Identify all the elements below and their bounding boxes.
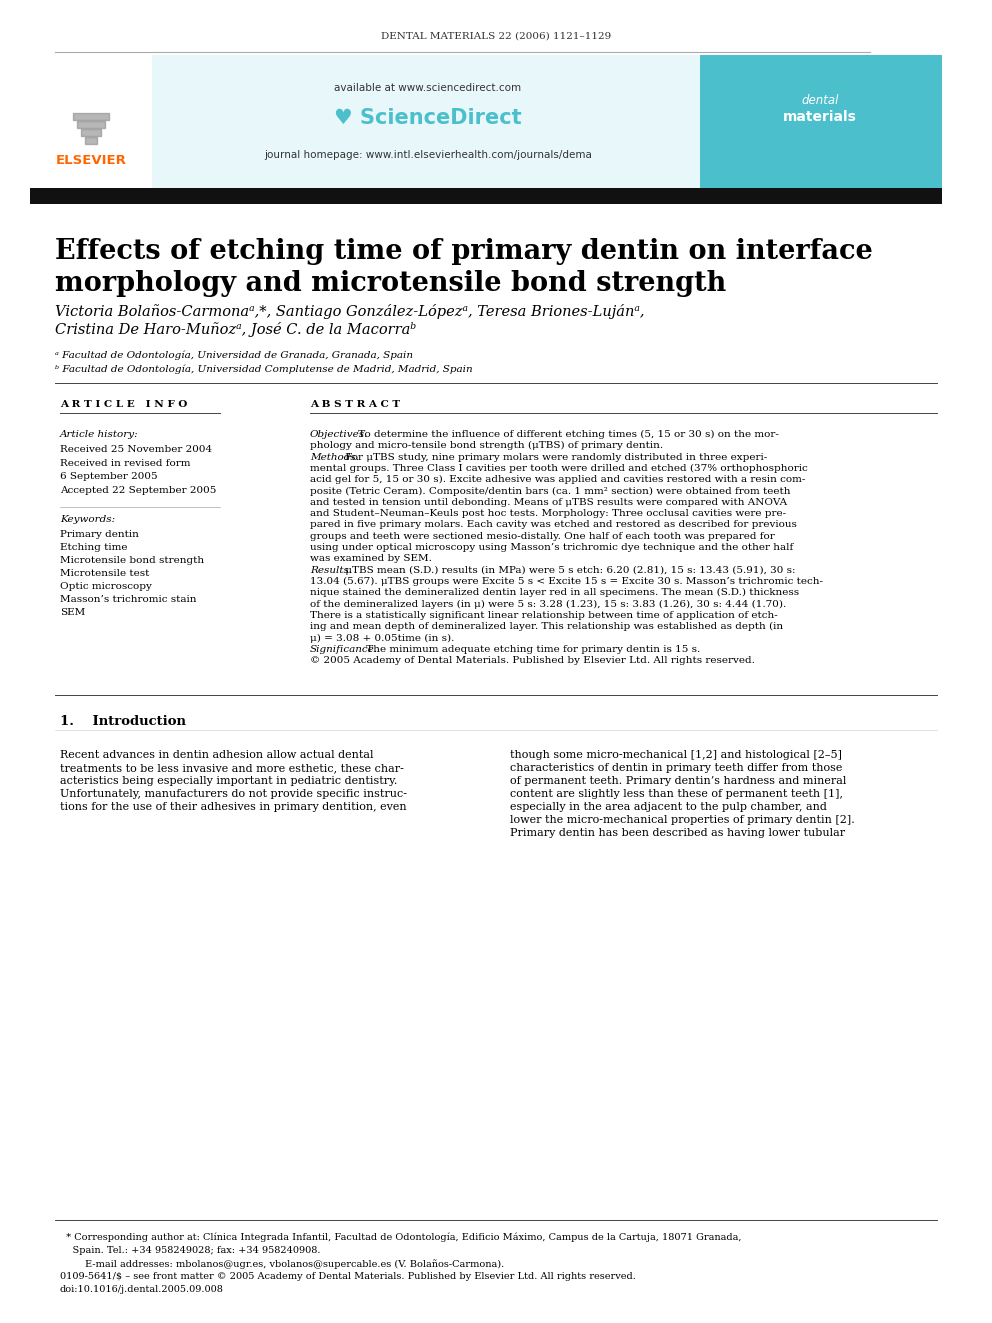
Text: DENTAL MATERIALS 22 (2006) 1121–1129: DENTAL MATERIALS 22 (2006) 1121–1129 [381, 32, 611, 41]
Text: tions for the use of their adhesives in primary dentition, even: tions for the use of their adhesives in … [60, 802, 407, 812]
Text: Spain. Tel.: +34 958249028; fax: +34 958240908.: Spain. Tel.: +34 958249028; fax: +34 958… [60, 1246, 320, 1256]
Text: Methods.: Methods. [310, 452, 359, 462]
Text: content are slightly less than these of permanent teeth [1],: content are slightly less than these of … [510, 789, 843, 799]
Text: Cristina De Haro-Muñozᵃ, José C. de la Macorraᵇ: Cristina De Haro-Muñozᵃ, José C. de la M… [55, 321, 417, 337]
Text: Article history:: Article history: [60, 430, 139, 439]
Text: Received in revised form: Received in revised form [60, 459, 190, 468]
Text: nique stained the demineralized dentin layer red in all specimens. The mean (S.D: nique stained the demineralized dentin l… [310, 589, 800, 597]
Text: journal homepage: www.intl.elsevierhealth.com/journals/dema: journal homepage: www.intl.elsevierhealt… [264, 149, 592, 160]
Text: mental groups. Three Class I cavities per tooth were drilled and etched (37% ort: mental groups. Three Class I cavities pe… [310, 464, 807, 474]
Text: 0109-5641/$ – see front matter © 2005 Academy of Dental Materials. Published by : 0109-5641/$ – see front matter © 2005 Ac… [60, 1271, 636, 1281]
Text: To determine the influence of different etching times (5, 15 or 30 s) on the mor: To determine the influence of different … [354, 430, 779, 439]
Text: using under optical microscopy using Masson’s trichromic dye technique and the o: using under optical microscopy using Mas… [310, 542, 794, 552]
Text: lower the micro-mechanical properties of primary dentin [2].: lower the micro-mechanical properties of… [510, 815, 855, 826]
Text: Effects of etching time of primary dentin on interface
morphology and microtensi: Effects of etching time of primary denti… [55, 238, 873, 298]
Text: Primary dentin has been described as having lower tubular: Primary dentin has been described as hav… [510, 828, 845, 837]
Text: There is a statistically significant linear relationship between time of applica: There is a statistically significant lin… [310, 611, 778, 619]
Text: ing and mean depth of demineralized layer. This relationship was established as : ing and mean depth of demineralized laye… [310, 622, 783, 631]
Text: * Corresponding author at: Clínica Integrada Infantil, Facultad de Odontología, : * Corresponding author at: Clínica Integ… [60, 1233, 741, 1242]
Text: Primary dentin: Primary dentin [60, 531, 139, 538]
Text: was examined by SEM.: was examined by SEM. [310, 554, 432, 564]
Text: treatments to be less invasive and more esthetic, these char-: treatments to be less invasive and more … [60, 763, 404, 773]
Text: of the demineralized layers (in μ) were 5 s: 3.28 (1.23), 15 s: 3.83 (1.26), 30 : of the demineralized layers (in μ) were … [310, 599, 787, 609]
Text: For μTBS study, nine primary molars were randomly distributed in three experi-: For μTBS study, nine primary molars were… [342, 452, 768, 462]
Text: Keywords:: Keywords: [60, 515, 115, 524]
Text: of permanent teeth. Primary dentin’s hardness and mineral: of permanent teeth. Primary dentin’s har… [510, 777, 846, 786]
Text: though some micro-mechanical [1,2] and histological [2–5]: though some micro-mechanical [1,2] and h… [510, 750, 842, 759]
Text: phology and micro-tensile bond strength (μTBS) of primary dentin.: phology and micro-tensile bond strength … [310, 442, 663, 450]
Text: Microtensile bond strength: Microtensile bond strength [60, 556, 204, 565]
Text: Results.: Results. [310, 566, 352, 574]
Text: Significance.: Significance. [310, 644, 378, 654]
Text: ᵃ Facultad de Odontología, Universidad de Granada, Granada, Spain: ᵃ Facultad de Odontología, Universidad d… [55, 351, 413, 360]
Text: © 2005 Academy of Dental Materials. Published by Elsevier Ltd. All rights reserv: © 2005 Academy of Dental Materials. Publ… [310, 656, 755, 665]
Text: Optic microscopy: Optic microscopy [60, 582, 152, 591]
Text: Recent advances in dentin adhesion allow actual dental: Recent advances in dentin adhesion allow… [60, 750, 374, 759]
Text: available at www.sciencedirect.com: available at www.sciencedirect.com [334, 83, 522, 93]
Text: and Student–Neuman–Keuls post hoc tests. Morphology: Three occlusal cavities wer: and Student–Neuman–Keuls post hoc tests.… [310, 509, 786, 519]
Text: doi:10.1016/j.dental.2005.09.008: doi:10.1016/j.dental.2005.09.008 [60, 1285, 224, 1294]
Bar [152, 56, 700, 188]
Text: 6 September 2005: 6 September 2005 [60, 472, 158, 482]
Bar [30, 188, 942, 204]
Text: acteristics being especially important in pediatric dentistry.: acteristics being especially important i… [60, 777, 398, 786]
Text: A B S T R A C T: A B S T R A C T [310, 400, 400, 409]
Text: ᵇ Facultad de Odontología, Universidad Complutense de Madrid, Madrid, Spain: ᵇ Facultad de Odontología, Universidad C… [55, 364, 472, 373]
Text: ELSEVIER: ELSEVIER [56, 153, 126, 167]
Text: especially in the area adjacent to the pulp chamber, and: especially in the area adjacent to the p… [510, 802, 827, 812]
Text: dental: dental [802, 94, 838, 106]
Text: μ) = 3.08 + 0.05time (in s).: μ) = 3.08 + 0.05time (in s). [310, 634, 454, 643]
Text: Etching time: Etching time [60, 542, 128, 552]
Text: E-mail addresses: mbolanos@ugr.es, vbolanos@supercable.es (V. Bolaños-Carmona).: E-mail addresses: mbolanos@ugr.es, vbola… [60, 1259, 504, 1269]
Text: posite (Tetric Ceram). Composite/dentin bars (ca. 1 mm² section) were obtained f: posite (Tetric Ceram). Composite/dentin … [310, 487, 791, 496]
Text: The minimum adequate etching time for primary dentin is 15 s.: The minimum adequate etching time for pr… [363, 644, 700, 654]
Text: acid gel for 5, 15 or 30 s). Excite adhesive was applied and cavities restored w: acid gel for 5, 15 or 30 s). Excite adhe… [310, 475, 806, 484]
Text: groups and teeth were sectioned mesio-distally. One half of each tooth was prepa: groups and teeth were sectioned mesio-di… [310, 532, 775, 541]
Text: Microtensile test: Microtensile test [60, 569, 150, 578]
Text: 13.04 (5.67). μTBS groups were Excite 5 s < Excite 15 s = Excite 30 s. Masson’s : 13.04 (5.67). μTBS groups were Excite 5 … [310, 577, 823, 586]
Text: Accepted 22 September 2005: Accepted 22 September 2005 [60, 486, 216, 495]
Text: ♥ ScienceDirect: ♥ ScienceDirect [334, 108, 522, 128]
Bar [30, 56, 152, 188]
Text: and tested in tension until debonding. Means of μTBS results were compared with : and tested in tension until debonding. M… [310, 497, 787, 507]
Text: Unfortunately, manufacturers do not provide specific instruc-: Unfortunately, manufacturers do not prov… [60, 789, 407, 799]
Text: characteristics of dentin in primary teeth differ from those: characteristics of dentin in primary tee… [510, 763, 842, 773]
Text: 1.    Introduction: 1. Introduction [60, 714, 186, 728]
Text: Objectives.: Objectives. [310, 430, 368, 439]
Text: Masson’s trichromic stain: Masson’s trichromic stain [60, 595, 196, 605]
Text: SEM: SEM [60, 609, 85, 617]
Text: pared in five primary molars. Each cavity was etched and restored as described f: pared in five primary molars. Each cavit… [310, 520, 797, 529]
Text: A R T I C L E   I N F O: A R T I C L E I N F O [60, 400, 187, 409]
Text: Victoria Bolaños-Carmonaᵃ,*, Santiago González-Lópezᵃ, Teresa Briones-Lujánᵃ,: Victoria Bolaños-Carmonaᵃ,*, Santiago Go… [55, 304, 645, 319]
Text: materials: materials [783, 110, 857, 124]
Bar [700, 56, 942, 188]
Text: Received 25 November 2004: Received 25 November 2004 [60, 445, 212, 454]
Text: μTBS mean (S.D.) results (in MPa) were 5 s etch: 6.20 (2.81), 15 s: 13.43 (5.91): μTBS mean (S.D.) results (in MPa) were 5… [342, 566, 796, 574]
